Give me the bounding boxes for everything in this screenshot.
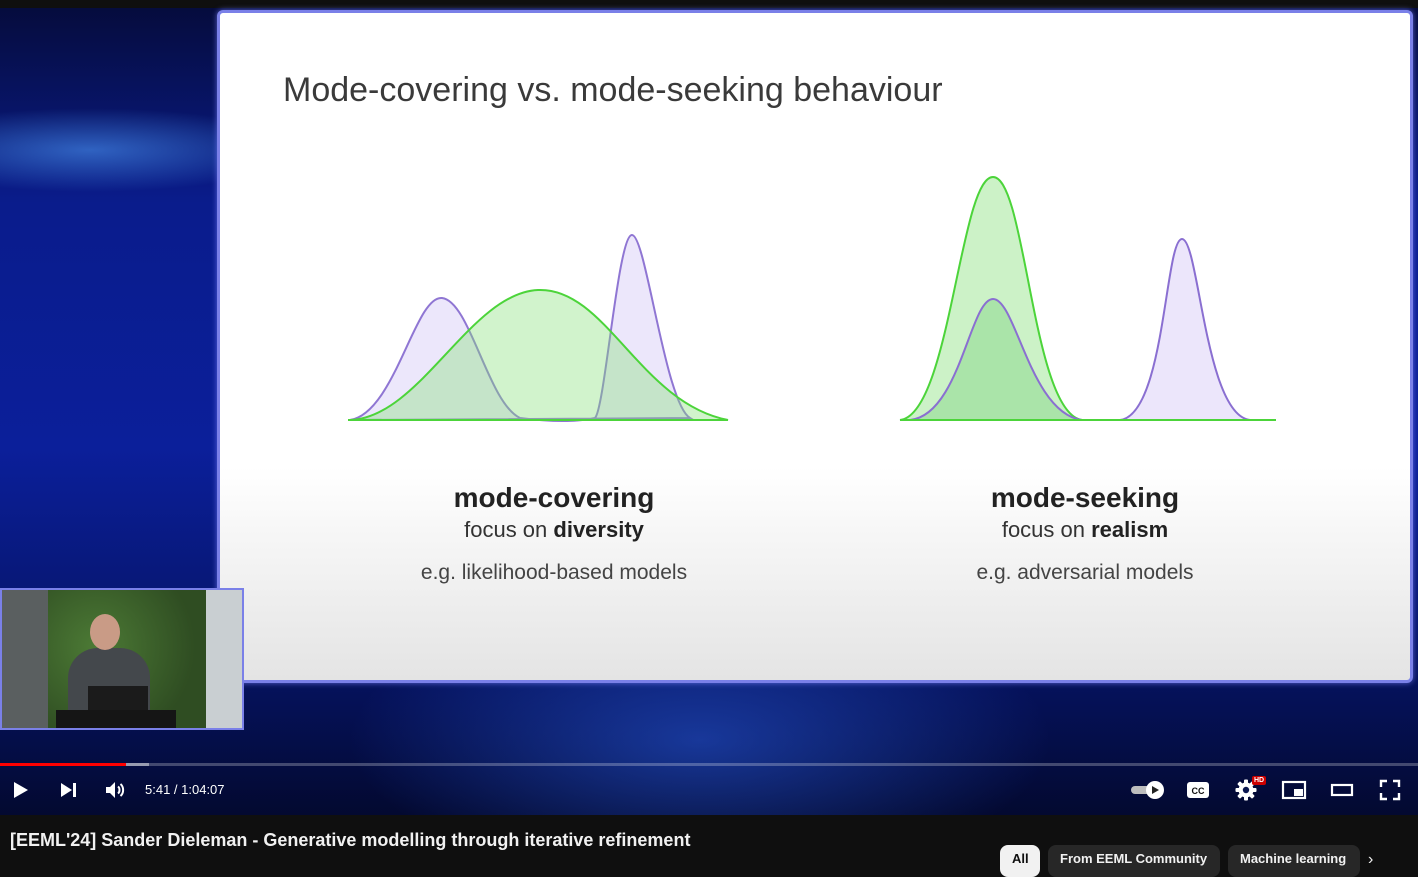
speaker-camera-inset xyxy=(0,588,244,730)
settings-icon xyxy=(1235,779,1257,801)
next-button[interactable] xyxy=(52,776,84,804)
mode-covering-caption: mode-covering focus on diversity e.g. li… xyxy=(344,481,764,587)
focus-prefix: focus on xyxy=(464,517,554,542)
play-button[interactable] xyxy=(4,776,36,804)
mode-seeking-focus: focus on realism xyxy=(875,515,1295,545)
mode-covering-focus: focus on diversity xyxy=(344,515,764,545)
svg-text:CC: CC xyxy=(1192,786,1205,796)
hd-badge: HD xyxy=(1252,776,1267,785)
distribution-curves xyxy=(348,175,1276,423)
autoplay-toggle[interactable] xyxy=(1128,776,1166,804)
next-icon xyxy=(61,783,76,797)
chip-machine-learning[interactable]: Machine learning xyxy=(1228,845,1360,877)
focus-keyword: realism xyxy=(1091,517,1169,542)
played-progress xyxy=(0,763,126,766)
chip-from-eeml-community[interactable]: From EEML Community xyxy=(1048,845,1220,877)
settings-button[interactable] xyxy=(1230,776,1262,804)
inset-right-wall xyxy=(206,590,242,728)
mode-covering-plot xyxy=(348,233,729,423)
captions-button[interactable]: CC xyxy=(1182,776,1214,804)
player-controls: 5:41 / 1:04:07 CC xyxy=(0,768,1418,812)
mode-seeking-heading: mode-seeking xyxy=(990,482,1180,513)
miniplayer-icon xyxy=(1281,780,1307,800)
chip-all[interactable]: All xyxy=(1000,845,1040,877)
miniplayer-button[interactable] xyxy=(1278,776,1310,804)
volume-icon xyxy=(106,782,125,798)
focus-prefix: focus on xyxy=(1001,517,1092,542)
mode-covering-example: e.g. likelihood-based models xyxy=(420,561,688,584)
play-icon xyxy=(14,782,28,798)
left-model-distribution xyxy=(349,288,729,421)
theater-mode-button[interactable] xyxy=(1326,776,1358,804)
video-player[interactable]: Mode-covering vs. mode-seeking behaviour… xyxy=(0,0,1418,815)
theater-icon xyxy=(1330,783,1354,797)
right-data-distribution-left xyxy=(909,297,1083,421)
focus-keyword: diversity xyxy=(553,517,644,542)
speaker-head xyxy=(90,614,120,650)
mode-seeking-plot xyxy=(899,175,1276,421)
speaker-podium xyxy=(56,710,176,728)
right-data-distribution-right xyxy=(1119,237,1251,421)
mute-button[interactable] xyxy=(99,776,131,804)
inset-wall xyxy=(2,590,52,728)
speaker-laptop xyxy=(88,686,148,714)
mode-seeking-caption: mode-seeking focus on realism e.g. adver… xyxy=(875,481,1295,587)
video-title[interactable]: [EEML'24] Sander Dieleman - Generative m… xyxy=(10,830,691,850)
fullscreen-button[interactable] xyxy=(1374,776,1406,804)
presentation-slide: Mode-covering vs. mode-seeking behaviour… xyxy=(217,10,1413,683)
fullscreen-icon xyxy=(1379,779,1401,801)
slide-title: Mode-covering vs. mode-seeking behaviour xyxy=(283,71,943,109)
captions-icon: CC xyxy=(1187,782,1209,798)
video-info-bar: [EEML'24] Sander Dieleman - Generative m… xyxy=(0,815,1418,877)
autoplay-toggle-icon xyxy=(1131,781,1164,799)
chevron-right-icon[interactable]: › xyxy=(1368,851,1374,868)
progress-bar[interactable] xyxy=(0,763,1418,766)
player-top-edge xyxy=(0,0,1418,8)
mode-seeking-example: e.g. adversarial models xyxy=(976,561,1194,584)
mode-covering-heading: mode-covering xyxy=(453,482,655,513)
time-display: 5:41 / 1:04:07 xyxy=(145,782,225,797)
